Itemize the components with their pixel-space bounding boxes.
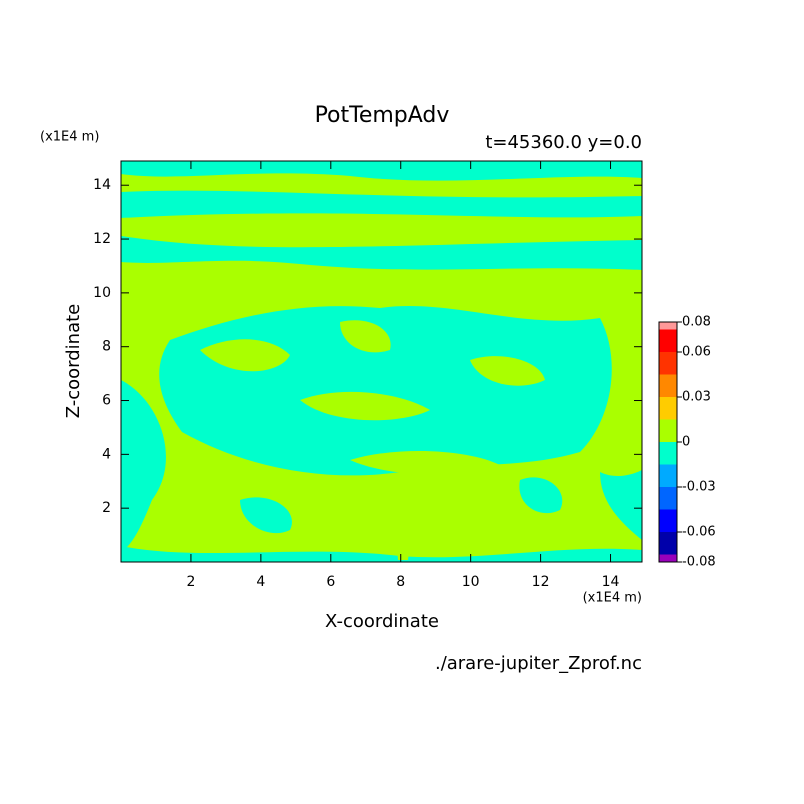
colorbar-segment	[659, 322, 677, 330]
y-tick-label: 6	[102, 393, 111, 409]
contour-region	[200, 320, 545, 560]
subtitle: t=45360.0 y=0.0	[485, 132, 642, 153]
colorbar-tick-label: -0.08	[682, 555, 716, 570]
colorbar-tick-label: 0.03	[682, 390, 711, 405]
colorbar-segment	[659, 464, 677, 487]
plot-frame	[120, 160, 643, 563]
x-tick-label: 4	[256, 574, 265, 590]
y-tick-label: 2	[102, 500, 111, 516]
colorbar-frame	[658, 321, 678, 563]
colorbar-segment	[659, 419, 677, 442]
y-unit: (x1E4 m)	[40, 130, 99, 145]
x-tick-label: 10	[462, 574, 480, 590]
colorbar-tick-label: -0.03	[682, 480, 716, 495]
colorbar-segment	[659, 352, 677, 375]
colorbar-segment	[659, 532, 677, 555]
x-tick-label: 6	[326, 574, 335, 590]
chart-title: PotTempAdv	[315, 103, 450, 128]
colorbar-segment	[659, 487, 677, 510]
y-tick-label: 12	[93, 231, 111, 247]
contour-field	[121, 161, 642, 562]
x-tick-label: 2	[186, 574, 195, 590]
colorbar-tick-label: 0	[682, 435, 690, 450]
colorbar-segment	[659, 397, 677, 420]
colorbar-segment	[659, 554, 677, 562]
y-tick-label: 14	[93, 177, 111, 193]
contour-region	[121, 161, 642, 562]
y-axis-label: Z-coordinate	[63, 304, 84, 419]
y-tick-label: 4	[102, 446, 111, 462]
x-tick-label: 12	[532, 574, 550, 590]
x-axis-label: X-coordinate	[325, 611, 439, 632]
colorbar-tick-label: 0.08	[682, 315, 711, 330]
x-tick-label: 8	[396, 574, 405, 590]
colorbar-tick-label: 0.06	[682, 345, 711, 360]
colorbar-segment	[659, 509, 677, 532]
colorbar-tick-label: -0.06	[682, 525, 716, 540]
y-tick-label: 10	[93, 285, 111, 301]
colorbar-segment	[659, 329, 677, 352]
source-file: ./arare-jupiter_Zprof.nc	[435, 653, 642, 674]
x-tick-label: 14	[602, 574, 620, 590]
colorbar-segment	[659, 374, 677, 397]
x-unit: (x1E4 m)	[583, 591, 642, 606]
colorbar-segment	[659, 442, 677, 465]
y-tick-label: 8	[102, 339, 111, 355]
